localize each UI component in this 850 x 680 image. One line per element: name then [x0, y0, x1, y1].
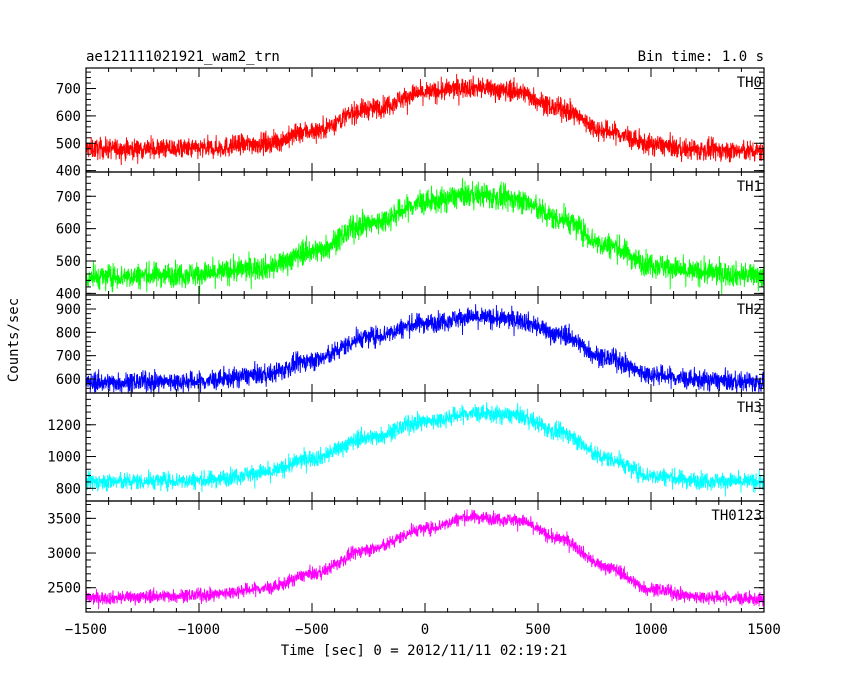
y-tick-label: 500 — [56, 254, 81, 270]
panel-th2: 600 700 800 900 TH2 — [56, 294, 765, 394]
panel-label: TH0 — [737, 75, 762, 91]
panel-frame — [85, 67, 765, 173]
y-tick-label: 500 — [56, 136, 81, 152]
y-tick-label: 900 — [56, 302, 81, 318]
y-tick-label: 700 — [56, 82, 81, 98]
series-th3 — [86, 402, 764, 497]
x-tick-label: 1000 — [634, 622, 668, 638]
y-tick-label: 2500 — [47, 581, 81, 597]
panel-label: TH1 — [737, 179, 762, 195]
series-th1 — [86, 177, 764, 295]
series-th0123 — [86, 509, 764, 610]
panel-label: TH3 — [737, 400, 762, 416]
y-tick-label: 600 — [56, 372, 81, 388]
chart-title: ae121111021921_wam2_trn — [86, 49, 280, 65]
y-axis-label: Counts/sec — [6, 298, 22, 382]
y-tick-label: 700 — [56, 189, 81, 205]
x-axis: −1500 −1000 −500 0 500 1000 1500 — [65, 622, 781, 638]
x-tick-label: −1000 — [178, 622, 220, 638]
series-th2 — [86, 304, 764, 393]
panel-th3: 800 1000 1200 TH3 — [47, 392, 765, 502]
y-tick-label: 800 — [56, 325, 81, 341]
y-tick-label: 600 — [56, 109, 81, 125]
y-tick-label: 600 — [56, 222, 81, 238]
y-tick-label: 3500 — [47, 511, 81, 527]
x-tick-label: −500 — [295, 622, 329, 638]
y-tick-label: 800 — [56, 481, 81, 497]
bin-time-label: Bin time: 1.0 s — [638, 49, 764, 65]
panel-th1: 400 500 600 700 TH1 — [56, 171, 765, 302]
panel-th0: 400 500 600 700 TH0 — [56, 67, 765, 180]
x-tick-label: 500 — [525, 622, 550, 638]
y-tick-label: 700 — [56, 349, 81, 365]
panel-th0123: 2500 3000 3500 TH0123 — [47, 500, 765, 613]
panel-label: TH2 — [737, 302, 762, 318]
y-tick-label: 400 — [56, 286, 81, 302]
panels: 400 500 600 700 TH0 400 500 600 700 TH1 600 700 800 9… — [47, 67, 765, 613]
y-tick-label: 1200 — [47, 418, 81, 434]
y-tick-label: 3000 — [47, 546, 81, 562]
x-tick-label: 0 — [421, 622, 429, 638]
x-tick-label: 1500 — [747, 622, 781, 638]
x-tick-label: −1500 — [65, 622, 107, 638]
y-tick-label: 1000 — [47, 450, 81, 466]
series-th0 — [86, 73, 764, 165]
x-axis-label: Time [sec] 0 = 2012/11/11 02:19:21 — [281, 643, 568, 659]
y-tick-label: 400 — [56, 164, 81, 180]
panel-label: TH0123 — [711, 508, 762, 524]
